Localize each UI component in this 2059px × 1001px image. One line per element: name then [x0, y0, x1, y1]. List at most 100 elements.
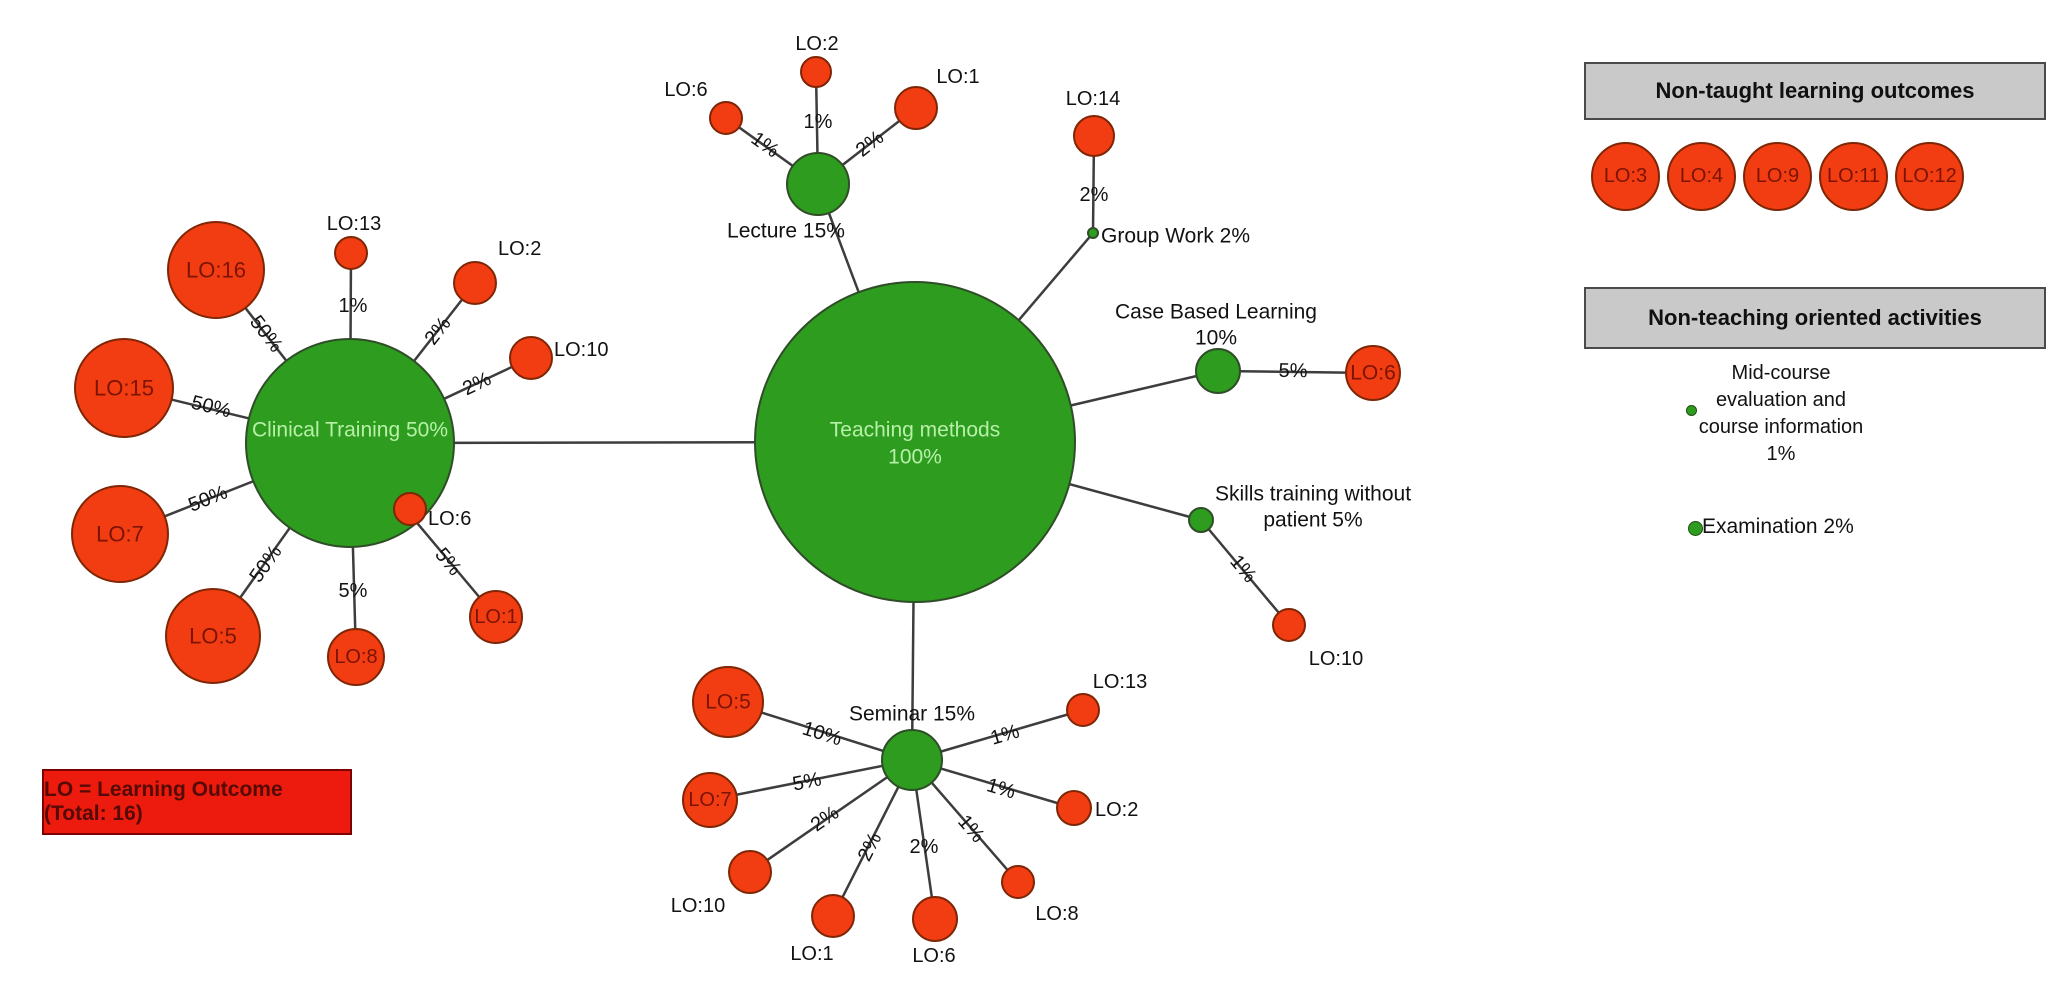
- non-taught-outcomes-row: LO:3 LO:4 LO:9 LO:11 LO:12: [1591, 142, 1964, 211]
- node-label-case-based-learning: Case Based Learning: [1115, 301, 1317, 324]
- node-clinical-lo5: [165, 588, 261, 684]
- edge-label-seminar-seminar-lo7: 5%: [791, 768, 824, 795]
- node-label-clinical-lo15: LO:15: [94, 376, 154, 401]
- node-lecture-lo1: [894, 86, 938, 130]
- node-lecture-lo6: [709, 101, 743, 135]
- node-label-teaching-methods: Teaching methods: [830, 419, 1000, 442]
- node-label-teaching-methods: 100%: [888, 446, 942, 469]
- node-label-cbl-lo6: LO:6: [1350, 362, 1396, 385]
- node-clinical-lo6: [393, 492, 427, 526]
- node-seminar-lo13: [1066, 693, 1100, 727]
- node-label-lecture-lo2: LO:2: [795, 33, 838, 55]
- edge-label-clinical-training-clinical-lo10: 2%: [459, 368, 495, 400]
- non-taught-outcome-label: LO:4: [1679, 165, 1724, 187]
- node-cbl-lo6: [1345, 345, 1401, 401]
- node-clinical-lo13: [334, 236, 368, 270]
- node-clinical-lo2: [453, 261, 497, 305]
- edge-label-clinical-training-clinical-lo7: 50%: [185, 481, 231, 516]
- non-taught-outcome-circle: LO:11: [1819, 142, 1888, 211]
- edge-seminar-seminar-lo10: [749, 758, 913, 874]
- non-taught-outcome-label: LO:3: [1603, 165, 1648, 187]
- node-clinical-lo15: [74, 338, 174, 438]
- edge-seminar-seminar-lo7: [709, 758, 913, 802]
- node-label-lecture-lo6: LO:6: [664, 79, 707, 101]
- node-label-seminar-lo13: LO:13: [1093, 671, 1147, 693]
- node-lecture: [786, 152, 850, 216]
- edge-label-clinical-training-clinical-lo16: 50%: [245, 311, 287, 356]
- non-teaching-header-title: Non-teaching oriented activities: [1648, 305, 1982, 330]
- node-label-clinical-lo13: LO:13: [327, 213, 381, 235]
- node-label-skills-training: patient 5%: [1263, 509, 1362, 532]
- node-lecture-lo2: [800, 56, 832, 88]
- node-label-clinical-lo6: LO:6: [428, 508, 471, 530]
- node-label-seminar-lo2: LO:2: [1095, 799, 1138, 821]
- node-label-lecture: Lecture 15%: [727, 220, 845, 243]
- node-groupwork-lo14: [1073, 115, 1115, 157]
- node-label-skills-training: Skills training without: [1215, 483, 1411, 506]
- non-taught-outcome-label: LO:9: [1755, 165, 1800, 187]
- node-teaching-methods: [754, 281, 1076, 603]
- node-label-group-work: Group Work 2%: [1101, 225, 1250, 248]
- node-label-skills-lo10: LO:10: [1309, 648, 1363, 670]
- edge-label-group-work-groupwork-lo14: 2%: [1080, 184, 1109, 206]
- node-seminar-lo6: [912, 896, 958, 942]
- edge-label-clinical-training-clinical-lo15: 50%: [189, 392, 233, 423]
- node-label-clinical-lo16: LO:16: [186, 258, 246, 283]
- node-label-clinical-lo2: LO:2: [498, 238, 541, 260]
- non-taught-outcome-label: LO:12: [1902, 165, 1957, 187]
- node-label-seminar-lo6: LO:6: [912, 945, 955, 967]
- node-seminar-lo1: [811, 894, 855, 938]
- edge-label-clinical-training-clinical-lo13: 1%: [339, 295, 368, 317]
- edge-label-lecture-lecture-lo1: 2%: [852, 126, 888, 161]
- node-clinical-lo10: [509, 336, 553, 380]
- node-label-clinical-training: Clinical Training 50%: [252, 419, 448, 442]
- edge-label-seminar-seminar-lo6: 2%: [910, 836, 939, 858]
- examination-label: Examination 2%: [1702, 515, 1854, 538]
- node-label-clinical-lo10: LO:10: [554, 339, 608, 361]
- lo-definition-box: LO = Learning Outcome (Total: 16): [42, 769, 352, 835]
- non-taught-outcome-circle: LO:12: [1895, 142, 1964, 211]
- node-seminar-lo2: [1056, 790, 1092, 826]
- edge-label-seminar-seminar-lo2: 1%: [984, 774, 1018, 803]
- mid-course-label: Mid-course evaluation and course informa…: [1698, 362, 1864, 465]
- node-label-clinical-lo8: LO:8: [334, 646, 377, 668]
- node-seminar: [881, 729, 943, 791]
- node-label-groupwork-lo14: LO:14: [1066, 88, 1120, 110]
- edge-label-lecture-lecture-lo6: 1%: [747, 128, 783, 163]
- node-label-seminar: Seminar 15%: [849, 703, 975, 726]
- node-group-work: [1087, 227, 1099, 239]
- non-taught-outcome-label: LO:11: [1827, 165, 1880, 187]
- node-clinical-lo7: [71, 485, 169, 583]
- node-skills-lo10: [1272, 608, 1306, 642]
- mid-course-dot: [1686, 405, 1697, 416]
- edge-label-seminar-seminar-lo1: 2%: [854, 829, 887, 865]
- node-label-seminar-lo7: LO:7: [688, 789, 731, 811]
- node-label-seminar-lo5: LO:5: [705, 691, 751, 714]
- non-taught-header: Non-taught learning outcomes: [1584, 62, 2046, 120]
- node-case-based-learning: [1195, 348, 1241, 394]
- lo-definition-text: LO = Learning Outcome (Total: 16): [44, 778, 283, 825]
- node-label-lecture-lo1: LO:1: [936, 66, 979, 88]
- node-seminar-lo7: [682, 772, 738, 828]
- non-taught-outcome-circle: LO:3: [1591, 142, 1660, 211]
- edge-label-clinical-training-clinical-lo8: 5%: [339, 580, 368, 602]
- edge-label-seminar-seminar-lo5: 10%: [800, 717, 845, 750]
- node-label-clinical-lo1: LO:1: [474, 606, 517, 628]
- node-label-seminar-lo1: LO:1: [790, 943, 833, 965]
- non-taught-outcome-circle: LO:4: [1667, 142, 1736, 211]
- non-taught-header-title: Non-taught learning outcomes: [1655, 78, 1975, 103]
- node-clinical-lo1: [469, 590, 523, 644]
- node-seminar-lo5: [692, 666, 764, 738]
- edge-label-seminar-seminar-lo10: 2%: [807, 802, 843, 837]
- node-seminar-lo10: [728, 850, 772, 894]
- node-label-seminar-lo10: LO:10: [671, 895, 725, 917]
- node-clinical-lo8: [327, 628, 385, 686]
- node-label-case-based-learning: 10%: [1195, 327, 1237, 350]
- edge-label-lecture-lecture-lo2: 1%: [804, 111, 833, 133]
- non-taught-outcome-circle: LO:9: [1743, 142, 1812, 211]
- non-teaching-header: Non-teaching oriented activities: [1584, 287, 2046, 349]
- edge-label-seminar-seminar-lo13: 1%: [988, 720, 1022, 749]
- edge-label-clinical-training-clinical-lo2: 2%: [420, 313, 455, 349]
